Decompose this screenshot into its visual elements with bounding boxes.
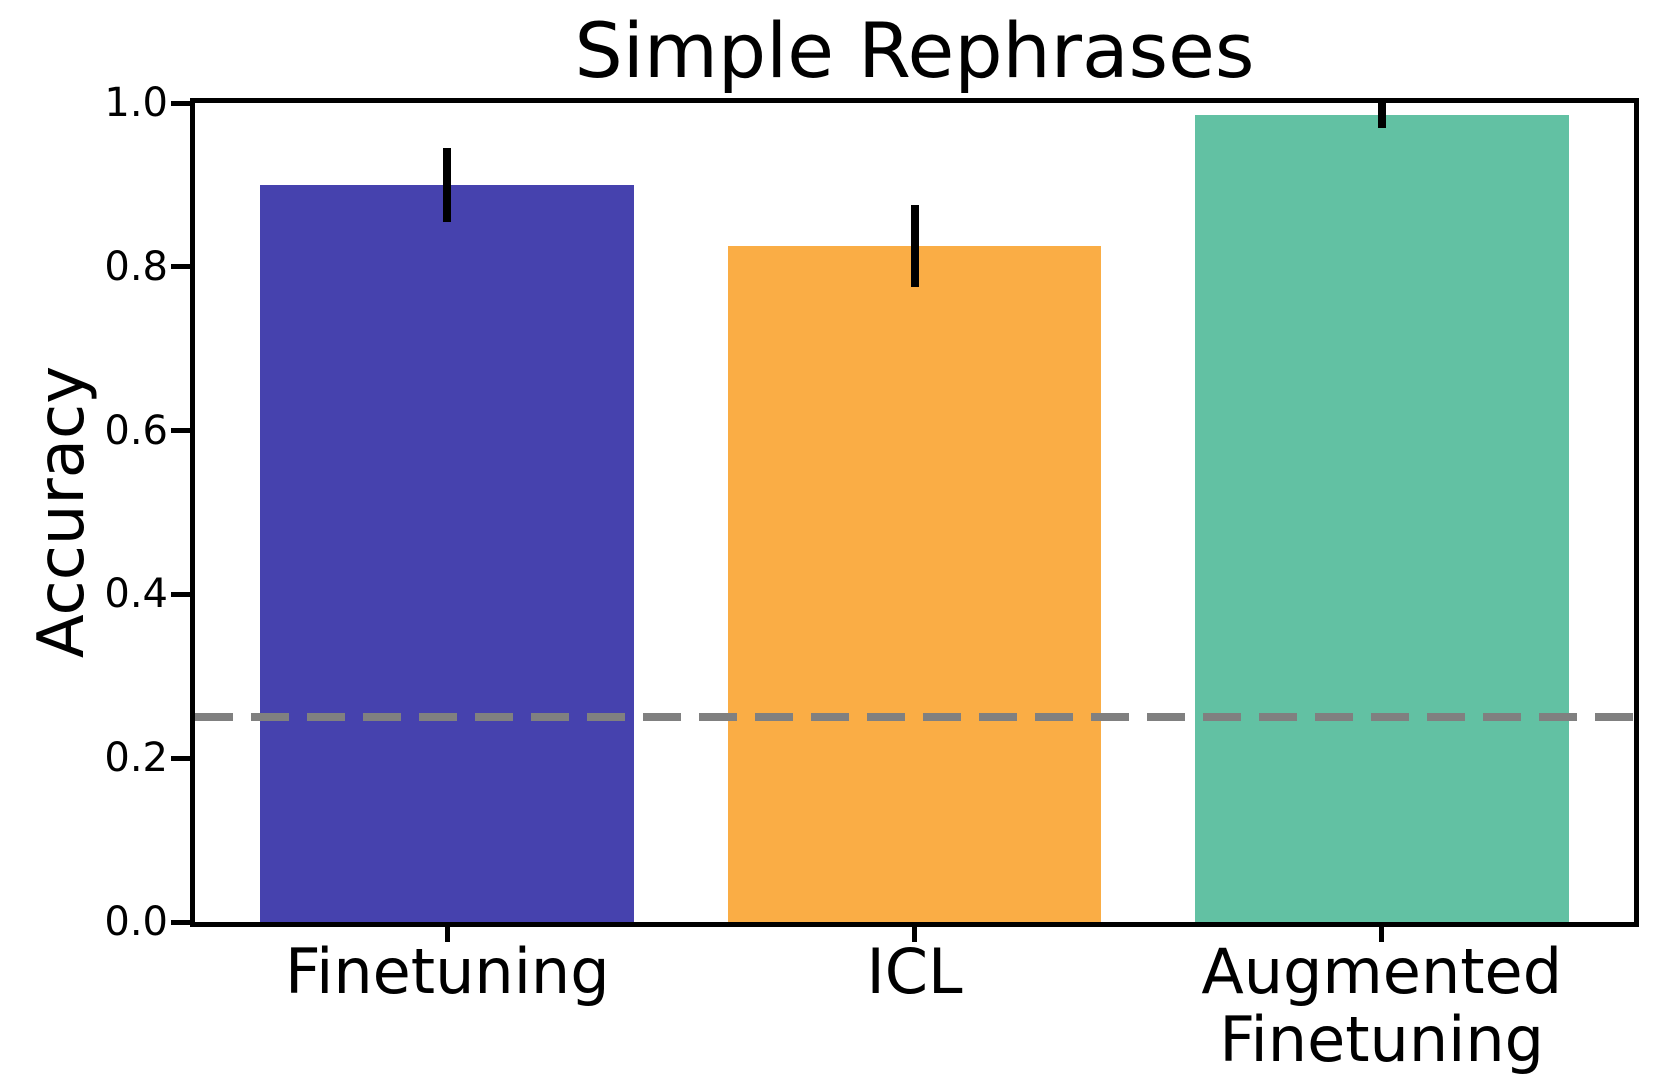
y-tick-label-0.4: 0.4 [104, 571, 168, 618]
x-tick-label-icl: ICL [866, 935, 963, 1008]
y-tick-label-0.6: 0.6 [104, 407, 168, 454]
x-tick-mark-2 [912, 927, 917, 942]
chance-level-dashed-line [195, 713, 1634, 722]
x-tick-label-augmented-finetuning: Augmented Finetuning [1201, 935, 1563, 1077]
chart-title: Simple Rephrases [574, 6, 1255, 95]
y-tick-label-0.2: 0.2 [104, 735, 168, 782]
y-tick-mark-1.0 [171, 100, 190, 106]
x-tick-mark-3 [1379, 927, 1385, 942]
x-tick-mark-1 [444, 927, 450, 942]
error-bar-icl [910, 205, 919, 288]
error-bar-finetuning [443, 148, 452, 222]
y-tick-label-0.8: 0.8 [104, 243, 168, 290]
y-tick-mark-0.2 [171, 755, 190, 761]
y-tick-mark-0.4 [171, 591, 190, 597]
bar-augmented-finetuning [1194, 115, 1569, 922]
plot-area [190, 98, 1639, 927]
y-tick-mark-0.0 [171, 919, 190, 925]
x-tick-label-finetuning: Finetuning [284, 935, 610, 1008]
y-tick-label-0.0: 0.0 [104, 899, 168, 945]
y-tick-mark-0.8 [171, 264, 190, 270]
y-tick-mark-0.6 [171, 428, 190, 434]
error-bar-augmented-finetuning [1377, 103, 1386, 128]
y-tick-label-1.0: 1.0 [104, 80, 168, 126]
bar-finetuning [260, 184, 635, 922]
bar-icl [727, 246, 1102, 922]
